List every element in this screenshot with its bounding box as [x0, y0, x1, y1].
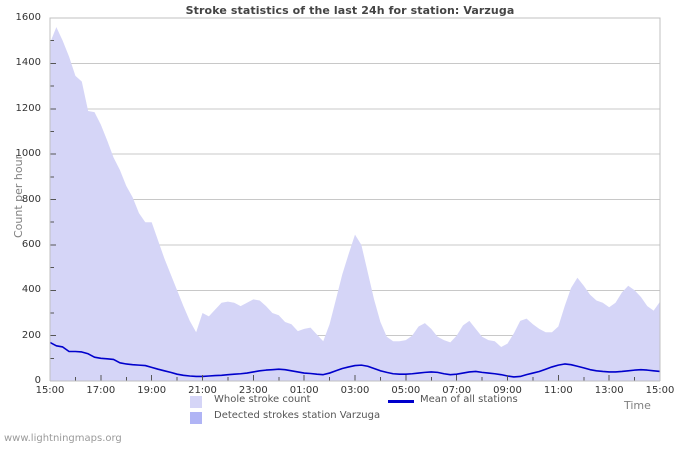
- chart-title: Stroke statistics of the last 24h for st…: [185, 4, 515, 17]
- x-tick-label: 07:00: [442, 385, 472, 396]
- x-tick-label: 09:00: [493, 385, 522, 396]
- y-tick-label: 1600: [15, 12, 41, 23]
- legend-label: Whole stroke count: [214, 394, 311, 405]
- x-axis-label: Time: [624, 399, 651, 412]
- y-tick-label: 200: [21, 329, 41, 341]
- y-tick-label: 1000: [15, 148, 41, 160]
- site-watermark: www.lightningmaps.org: [4, 433, 122, 444]
- line-series-group: [49, 341, 661, 378]
- x-tick-label: 19:00: [137, 385, 167, 396]
- y-tick-label: 1200: [15, 102, 41, 114]
- y-tick-label: 1400: [15, 57, 41, 69]
- area-series-group: [50, 27, 660, 381]
- x-tick-label: 17:00: [86, 385, 116, 396]
- x-tick-label: 11:00: [543, 385, 573, 396]
- legend-swatch: [190, 396, 202, 408]
- x-tick-label: 03:00: [340, 385, 370, 396]
- y-tick-label: 400: [21, 284, 41, 296]
- x-tick-label: 05:00: [391, 385, 421, 396]
- y-tick-label: 800: [21, 193, 41, 205]
- legend-label: Detected strokes station Varzuga: [214, 410, 381, 421]
- legend-label: Mean of all stations: [420, 394, 518, 405]
- x-tick-label: 15:00: [35, 385, 65, 396]
- plot-frame: [49, 17, 661, 382]
- legend-swatch: [190, 412, 202, 424]
- y-tick-label: 600: [21, 238, 41, 250]
- x-tick-label: 13:00: [594, 385, 624, 396]
- x-tick-label: 21:00: [188, 385, 217, 396]
- y-tick-label: 0: [34, 375, 41, 386]
- x-tick-label: 01:00: [289, 385, 319, 396]
- x-tick-label: 15:00: [645, 385, 675, 396]
- x-tick-label: 23:00: [238, 385, 268, 396]
- legend-line-marker: [388, 400, 414, 403]
